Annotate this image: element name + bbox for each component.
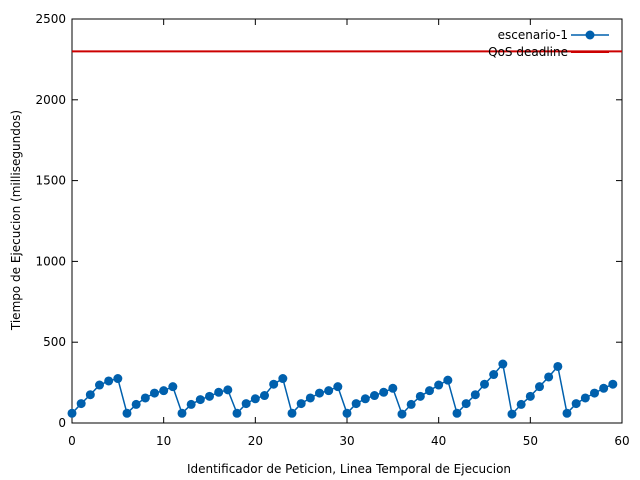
data-point <box>305 393 315 403</box>
data-point <box>67 408 77 418</box>
data-point <box>269 379 279 389</box>
data-point <box>470 390 480 400</box>
data-point <box>76 399 86 409</box>
data-point <box>195 395 205 405</box>
data-point <box>278 374 288 384</box>
data-point <box>461 399 471 409</box>
data-point <box>113 374 123 384</box>
data-point <box>131 399 141 409</box>
y-tick-label: 1500 <box>35 174 66 188</box>
x-tick-label: 30 <box>339 434 354 448</box>
data-point <box>553 361 563 371</box>
y-tick-label: 2500 <box>35 12 66 26</box>
data-point <box>360 394 370 404</box>
x-tick-label: 0 <box>68 434 76 448</box>
data-point <box>223 385 233 395</box>
legend-label: escenario-1 <box>498 28 568 42</box>
data-point <box>150 388 159 398</box>
data-point <box>214 387 224 397</box>
data-point <box>232 408 242 418</box>
data-point <box>507 409 517 419</box>
data-point <box>434 380 444 390</box>
data-point <box>177 408 187 418</box>
data-point <box>159 386 169 396</box>
data-point <box>498 359 508 369</box>
data-point <box>379 387 389 397</box>
data-point <box>590 388 599 398</box>
data-point <box>415 391 425 401</box>
series-layer <box>67 50 622 419</box>
y-axis-label: Tiempo de Ejecucion (millisegundos) <box>9 110 23 331</box>
data-point <box>85 390 95 400</box>
data-point <box>452 408 462 418</box>
data-point <box>397 409 407 419</box>
data-point <box>525 391 535 401</box>
x-tick-label: 40 <box>431 434 446 448</box>
y-tick-label: 500 <box>43 335 66 349</box>
data-point <box>250 394 260 404</box>
data-point <box>608 379 618 389</box>
data-point <box>95 380 104 390</box>
x-tick-label: 20 <box>248 434 263 448</box>
data-point <box>140 393 150 403</box>
data-point <box>388 383 398 393</box>
data-point <box>241 399 251 409</box>
data-point <box>260 391 269 401</box>
data-point <box>535 382 544 392</box>
data-point <box>406 399 416 409</box>
data-point <box>104 376 114 386</box>
legend-label: QoS deadline <box>488 45 568 59</box>
data-point <box>186 399 196 409</box>
data-point <box>342 408 352 418</box>
y-tick-label: 0 <box>58 416 66 430</box>
data-point <box>168 382 178 392</box>
data-point <box>443 375 453 385</box>
legend-marker <box>585 30 595 40</box>
data-point <box>571 399 581 409</box>
legend: escenario-1 QoS deadline <box>488 28 609 59</box>
data-point <box>205 391 214 401</box>
axes: 0 10 20 30 40 50 60 0 500 1000 1500 2000 2500 <box>35 12 629 448</box>
data-point <box>287 408 297 418</box>
data-point <box>324 386 334 396</box>
y-tick-label: 2000 <box>35 93 66 107</box>
data-point <box>489 370 499 380</box>
data-point <box>315 388 324 398</box>
data-point <box>516 399 526 409</box>
data-point <box>333 382 343 392</box>
x-tick-label: 60 <box>614 434 629 448</box>
data-point <box>370 391 379 401</box>
data-point <box>122 408 132 418</box>
data-point <box>425 386 434 396</box>
y-tick-label: 1000 <box>35 254 66 268</box>
data-point <box>580 393 590 403</box>
x-tick-label: 10 <box>156 434 171 448</box>
x-axis-label: Identificador de Peticion, Linea Tempora… <box>187 462 511 476</box>
x-tick-label: 50 <box>523 434 538 448</box>
series-escenario-1 <box>67 359 618 419</box>
data-point <box>562 408 572 418</box>
data-point <box>480 379 489 389</box>
data-point <box>599 383 609 393</box>
plot-frame <box>71 18 623 424</box>
data-point <box>296 399 306 409</box>
data-point <box>351 399 361 409</box>
data-point <box>544 372 554 382</box>
